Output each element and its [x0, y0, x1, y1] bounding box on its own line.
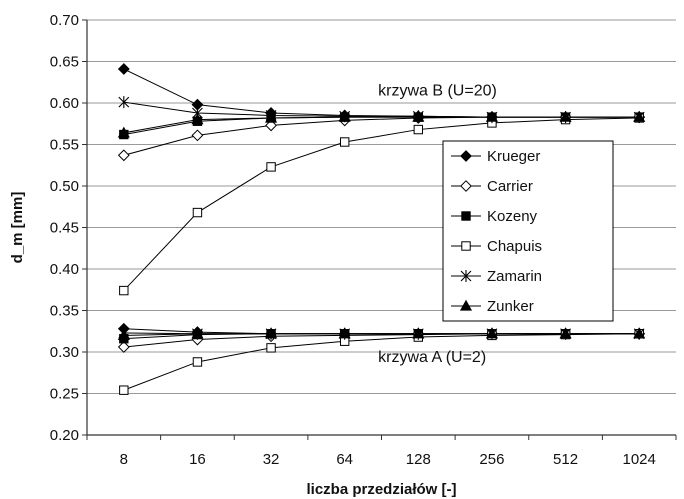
curve-annotation: krzywa B (U=20) [378, 83, 497, 100]
data-point-zunker-a [412, 327, 425, 339]
series-line-chapuis-a [123, 333, 640, 391]
y-tick-label: 0.55 [50, 137, 79, 154]
legend-label: Zamarin [487, 268, 542, 285]
y-tick-label: 0.35 [50, 303, 79, 320]
x-tick-label: 64 [336, 451, 353, 468]
data-point-carrier-b [265, 119, 277, 132]
data-point-chapuis-b [413, 124, 424, 135]
series-group [117, 63, 646, 395]
legend-item-zamarin: Zamarin [451, 268, 542, 285]
data-point-chapuis-b [192, 207, 203, 218]
data-point-krueger-b [117, 63, 130, 75]
data-point-chapuis-a [119, 385, 129, 395]
legend-marker [459, 299, 473, 311]
legend-label: Krueger [487, 148, 540, 165]
data-point-zunker-b [485, 110, 498, 122]
data-point-zunker-b [633, 110, 646, 122]
data-point-zunker-b [412, 110, 425, 122]
legend-marker [460, 270, 472, 282]
data-point-chapuis-b [119, 285, 129, 296]
data-point-zunker-b [338, 110, 351, 122]
series-line-zunker-a [123, 333, 640, 336]
legend-item-krueger: Krueger [451, 148, 540, 165]
x-tick-label: 1024 [623, 451, 656, 468]
legend-item-kozeny: Kozeny [451, 208, 538, 225]
y-tick-label: 0.30 [50, 344, 79, 361]
data-point-zunker-a [633, 327, 646, 339]
legend-item-zunker: Zunker [451, 298, 534, 315]
y-tick-label: 0.45 [50, 220, 79, 237]
data-point-zunker-b [265, 111, 278, 123]
x-tick-label: 32 [263, 451, 280, 468]
grid-lines [87, 19, 676, 436]
data-point-carrier-a [117, 341, 130, 353]
data-point-carrier-b [191, 129, 204, 142]
data-point-chapuis-a [266, 343, 276, 353]
series-line-zunker-b [123, 116, 640, 134]
series-line-chapuis-b [123, 117, 640, 291]
legend-label: Chapuis [487, 238, 542, 255]
axes [82, 19, 677, 440]
legend-marker [461, 211, 471, 221]
legend: Krueger Carrier Kozeny Chapuis Zamarin Zunker [442, 140, 614, 322]
legend-item-carrier: Carrier [451, 178, 533, 195]
x-tick-label: 128 [406, 451, 431, 468]
data-point-zunker-a [338, 327, 351, 339]
y-tick-label: 0.50 [50, 178, 79, 195]
legend-box [442, 140, 614, 322]
legend-label: Carrier [487, 178, 533, 195]
y-axis-title: d_m [mm] [9, 192, 26, 264]
legend-marker [461, 241, 471, 251]
y-tick-labels: 0.20 0.25 0.30 0.35 0.40 0.45 0.50 0.55 0.60 0.65… [50, 12, 79, 444]
data-point-chapuis-b [339, 137, 350, 147]
x-tick-label: 256 [479, 451, 504, 468]
data-point-zunker-a [559, 327, 572, 339]
data-point-zunker-a [117, 329, 130, 341]
y-tick-label: 0.20 [50, 427, 79, 444]
data-point-zunker-b [559, 110, 572, 122]
legend-label: Kozeny [487, 208, 538, 225]
data-point-zunker-a [191, 327, 204, 339]
curve-annotation: krzywa A (U=2) [378, 349, 486, 366]
data-point-chapuis-a [192, 357, 203, 367]
y-tick-label: 0.65 [50, 54, 79, 71]
data-point-zunker-b [117, 126, 130, 138]
x-tick-labels: 8 16 32 64 128 256 512 1024 [120, 451, 656, 468]
data-point-carrier-b [117, 149, 130, 162]
legend-marker [460, 180, 472, 192]
y-tick-label: 0.25 [50, 386, 79, 403]
x-tick-label: 512 [553, 451, 578, 468]
x-axis-title: liczba przedziałów [-] [306, 481, 456, 498]
x-tick-label: 8 [120, 451, 128, 468]
data-point-zamarin-b [118, 96, 130, 109]
y-tick-label: 0.40 [50, 261, 79, 278]
data-point-zunker-a [265, 327, 278, 339]
legend-item-chapuis: Chapuis [451, 238, 542, 255]
legend-label: Zunker [487, 298, 534, 315]
annotations: krzywa B (U=20) krzywa A (U=2) [378, 83, 497, 366]
data-point-zunker-a [485, 327, 498, 339]
x-tick-label: 16 [189, 451, 206, 468]
y-tick-label: 0.70 [50, 12, 79, 29]
data-point-chapuis-b [266, 162, 276, 172]
y-tick-label: 0.60 [50, 95, 79, 112]
data-point-zunker-b [191, 113, 204, 125]
legend-marker [460, 150, 472, 162]
